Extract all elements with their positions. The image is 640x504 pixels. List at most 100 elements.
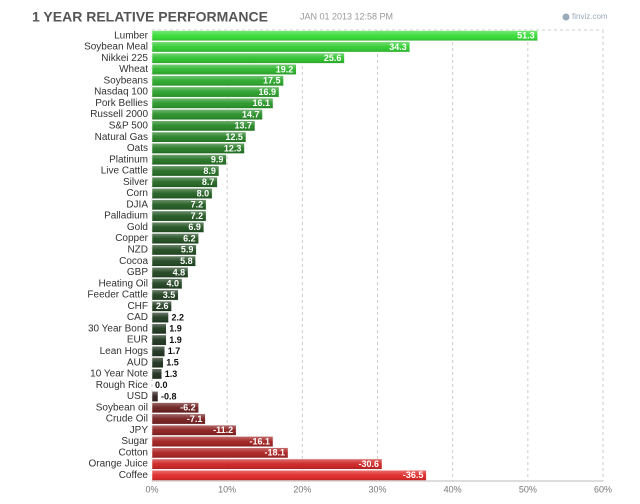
category-label: Corn xyxy=(126,188,148,199)
x-tick-label: 60% xyxy=(594,484,612,494)
bar-gloss xyxy=(152,447,289,458)
bar-gloss xyxy=(152,86,280,98)
bar-gloss xyxy=(152,120,255,131)
bar-gloss xyxy=(152,334,167,346)
bar-gloss xyxy=(152,357,164,368)
value-label: 17.5 xyxy=(263,76,281,86)
bar-gloss xyxy=(152,256,196,267)
bar-gloss xyxy=(152,53,345,64)
category-label: Palladium xyxy=(104,211,148,222)
category-label: GBP xyxy=(127,267,148,278)
value-label: 1.9 xyxy=(169,324,182,334)
value-label: 4.8 xyxy=(173,267,186,277)
bar-gloss xyxy=(152,109,263,120)
category-label: Soybean Meal xyxy=(84,42,148,53)
value-label: 2.6 xyxy=(156,301,169,311)
value-label: -11.2 xyxy=(213,425,233,435)
category-label: USD xyxy=(127,391,148,402)
category-label: Pork Bellies xyxy=(95,98,148,109)
bar-gloss xyxy=(152,244,197,255)
x-tick-label: 0% xyxy=(145,484,158,494)
category-label: Lumber xyxy=(114,30,149,41)
x-tick-label: 10% xyxy=(218,484,236,494)
chart-subtitle: JAN 01 2013 12:58 PM xyxy=(300,11,393,21)
category-label: Copper xyxy=(115,233,148,244)
category-label: S&P 500 xyxy=(109,120,149,131)
category-label: Soybean oil xyxy=(96,402,148,413)
value-label: 7.2 xyxy=(191,211,204,221)
value-label: -30.6 xyxy=(358,459,379,469)
value-label: 19.2 xyxy=(276,64,294,74)
value-label: 0.0 xyxy=(155,380,168,390)
bar-gloss xyxy=(152,436,274,447)
value-label: 4.0 xyxy=(167,279,180,289)
category-label: EUR xyxy=(127,335,148,346)
bar-gloss xyxy=(152,458,383,470)
category-label: CAD xyxy=(127,312,148,323)
category-label: Natural Gas xyxy=(95,132,148,143)
category-label: Sugar xyxy=(121,436,148,447)
chart-title: 1 YEAR RELATIVE PERFORMANCE xyxy=(32,9,268,25)
value-label: 16.9 xyxy=(259,87,277,97)
bar-gloss xyxy=(152,278,183,289)
x-tick-label: 30% xyxy=(368,484,386,494)
category-label: Wheat xyxy=(119,64,148,75)
bar-gloss xyxy=(152,75,284,86)
category-label: Nasdaq 100 xyxy=(94,87,148,98)
value-label: 8.7 xyxy=(202,177,215,187)
category-label: DJIA xyxy=(126,199,148,210)
category-label: Heating Oil xyxy=(99,278,148,289)
value-label: -18.1 xyxy=(265,448,286,458)
bar-gloss xyxy=(152,391,159,402)
value-label: 13.7 xyxy=(234,121,252,131)
category-label: Coffee xyxy=(119,470,149,481)
x-tick-label: 20% xyxy=(293,484,311,494)
bar-gloss xyxy=(152,222,204,233)
bar-gloss xyxy=(152,267,189,278)
category-label: Live Cattle xyxy=(101,166,149,177)
bar-gloss xyxy=(152,470,427,481)
bar-gloss xyxy=(152,165,219,177)
value-label: 14.7 xyxy=(242,109,260,119)
category-label: Lean Hogs xyxy=(100,346,148,357)
bar-gloss xyxy=(152,98,274,109)
value-label: 5.8 xyxy=(180,256,193,266)
value-label: 51.3 xyxy=(517,31,535,41)
bar-gloss xyxy=(152,346,165,357)
category-label: Feeder Cattle xyxy=(87,290,148,301)
value-label: 16.1 xyxy=(252,98,270,108)
category-label: Crude Oil xyxy=(106,414,148,425)
value-label: -7.1 xyxy=(187,414,203,424)
bar-gloss xyxy=(152,402,199,413)
category-label: 30 Year Bond xyxy=(88,323,148,334)
category-label: Orange Juice xyxy=(89,459,149,470)
value-label: 3.5 xyxy=(163,290,176,300)
value-label: -0.8 xyxy=(161,391,177,401)
category-label: Gold xyxy=(127,222,148,233)
bar-gloss xyxy=(152,312,169,323)
value-label: 5.9 xyxy=(181,245,194,255)
value-label: 9.9 xyxy=(211,155,224,165)
category-label: Cotton xyxy=(119,447,148,458)
bar-gloss xyxy=(152,188,213,199)
bar-gloss xyxy=(152,154,227,165)
category-label: JPY xyxy=(130,425,149,436)
category-label: CHF xyxy=(127,301,148,312)
value-label: 7.2 xyxy=(191,200,204,210)
bar-gloss xyxy=(152,425,237,436)
category-label: Platinum xyxy=(109,154,148,165)
value-label: -6.2 xyxy=(180,403,196,413)
category-label: NZD xyxy=(127,245,148,256)
bar-gloss xyxy=(152,413,206,425)
category-label: Oats xyxy=(127,143,148,154)
bar-gloss xyxy=(152,289,179,301)
value-label: 12.3 xyxy=(224,143,242,153)
category-label: Soybeans xyxy=(104,75,148,86)
bar-gloss xyxy=(152,143,245,154)
value-label: 1.9 xyxy=(169,335,182,345)
bar-gloss xyxy=(152,323,167,334)
bar-gloss xyxy=(152,64,297,75)
value-label: 12.5 xyxy=(225,132,243,142)
bar-gloss xyxy=(152,368,162,380)
category-label: 10 Year Note xyxy=(90,369,148,380)
